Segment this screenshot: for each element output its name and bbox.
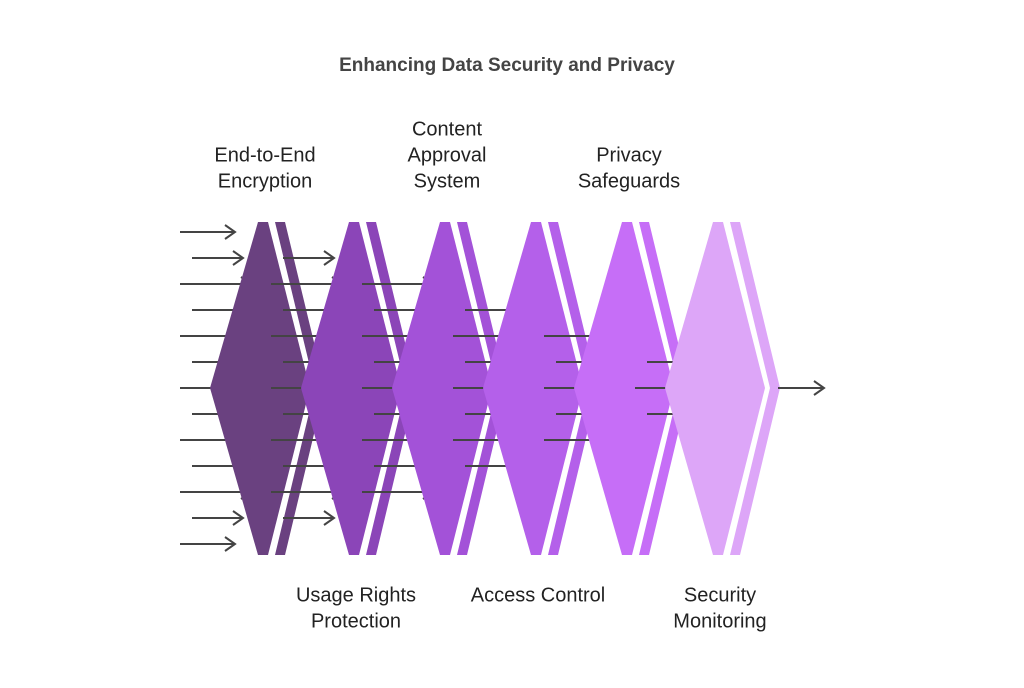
stage-label: Monitoring	[673, 610, 766, 632]
stage-stripe	[730, 222, 780, 555]
stage-shape	[301, 222, 401, 555]
stage-label: Approval	[408, 144, 487, 166]
stage-label: Encryption	[218, 170, 313, 192]
title: Enhancing Data Security and Privacy	[339, 55, 675, 76]
arrow	[283, 510, 336, 526]
stage-label: Privacy	[596, 144, 662, 166]
stage-label: Safeguards	[578, 170, 680, 192]
arrow	[180, 536, 237, 552]
arrow	[192, 510, 245, 526]
stage-label: End-to-End	[214, 144, 315, 166]
stage-label: Access Control	[471, 584, 606, 606]
stage-label: Usage Rights	[296, 584, 416, 606]
stage-label: Content	[412, 118, 482, 140]
stage-shape	[483, 222, 583, 555]
stage-shape	[392, 222, 492, 555]
stage-shape	[574, 222, 674, 555]
arrow	[192, 250, 245, 266]
stage-label: Protection	[311, 610, 401, 632]
arrow	[180, 224, 237, 240]
stage-label: Security	[684, 584, 756, 606]
arrow	[778, 380, 826, 396]
stage-shape	[210, 222, 310, 555]
arrow	[283, 250, 336, 266]
stage-label: System	[414, 170, 481, 192]
stage-shape	[665, 222, 765, 555]
